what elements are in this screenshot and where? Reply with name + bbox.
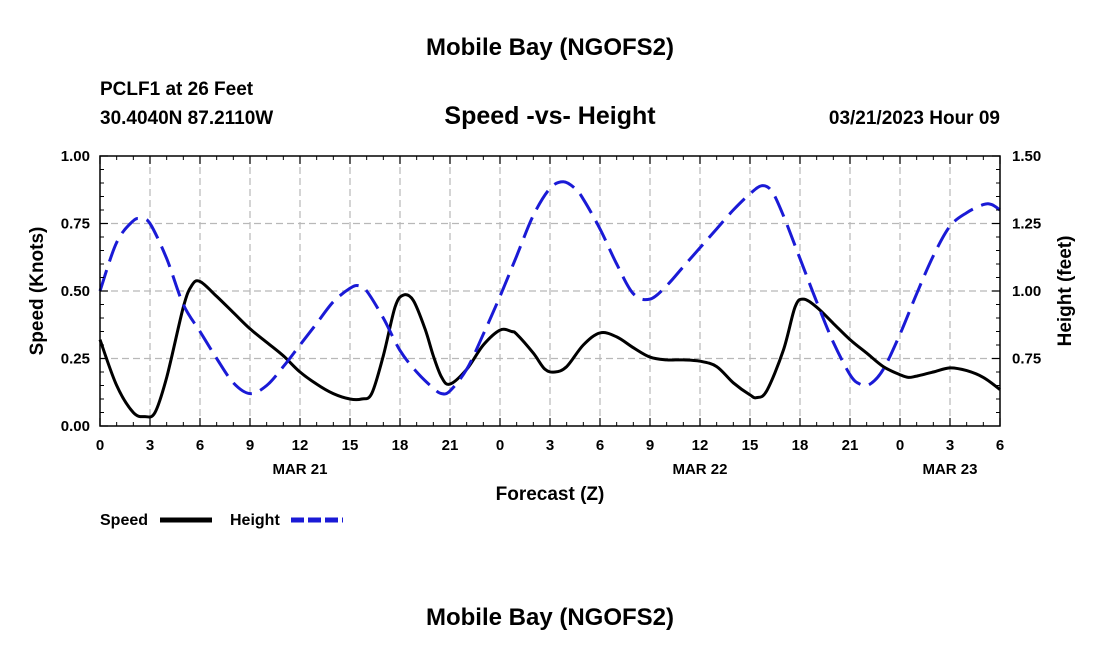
y-tick-label-right: 1.25 — [1012, 216, 1041, 233]
chart-title: Speed -vs- Height — [444, 102, 656, 130]
tick-marks — [99, 155, 1001, 427]
x-tick-label: 18 — [392, 437, 409, 454]
speed-series-line — [98, 279, 1001, 419]
date-label: MAR 23 — [922, 461, 977, 478]
x-tick-label: 15 — [342, 437, 359, 454]
x-tick-label: 18 — [792, 437, 809, 454]
y-tick-label-left: 0.75 — [61, 216, 90, 233]
grid — [100, 156, 1000, 426]
coordinates-label: 30.4040N 87.2110W — [100, 108, 273, 129]
x-tick-label: 6 — [196, 437, 204, 454]
x-tick-label: 12 — [292, 437, 309, 454]
y-tick-label-left: 0.00 — [61, 418, 90, 435]
legend-height-label: Height — [230, 512, 280, 529]
y-tick-label-right: 1.00 — [1012, 283, 1041, 300]
x-tick-label: 15 — [742, 437, 759, 454]
legend: Speed Height — [100, 512, 343, 529]
tick-labels: 0 3 6 9 12 15 18 21 0 3 6 9 12 15 18 21 0 3 6 MAR 21 MAR 22 M… — [61, 148, 1041, 478]
date-label: 03/21/2023 Hour 09 — [829, 108, 1000, 129]
x-tick-label: 21 — [442, 437, 459, 454]
x-axis-label: Forecast (Z) — [496, 484, 605, 505]
y-tick-label-right: 1.50 — [1012, 148, 1041, 165]
x-tick-label: 9 — [246, 437, 254, 454]
x-tick-label: 6 — [596, 437, 604, 454]
x-tick-label: 0 — [896, 437, 904, 454]
y-tick-label-left: 1.00 — [61, 148, 90, 165]
y-axis-right-label: Height (feet) — [1055, 236, 1076, 347]
x-tick-label: 3 — [146, 437, 154, 454]
x-tick-label: 6 — [996, 437, 1004, 454]
y-tick-label-right: 0.75 — [1012, 351, 1041, 368]
station-label: PCLF1 at 26 Feet — [100, 79, 254, 100]
y-tick-label-left: 0.25 — [61, 351, 90, 368]
page-title: Mobile Bay (NGOFS2) — [426, 34, 674, 61]
height-series-line — [98, 180, 1001, 396]
date-label: MAR 21 — [272, 461, 327, 478]
x-tick-label: 9 — [646, 437, 654, 454]
date-label: MAR 22 — [672, 461, 727, 478]
x-tick-label: 0 — [96, 437, 104, 454]
x-tick-label: 12 — [692, 437, 709, 454]
y-tick-label-left: 0.50 — [61, 283, 90, 300]
series-group — [98, 180, 1001, 419]
legend-speed-label: Speed — [100, 512, 148, 529]
x-tick-label: 21 — [842, 437, 859, 454]
x-tick-label: 0 — [496, 437, 504, 454]
x-tick-label: 3 — [946, 437, 954, 454]
y-axis-left-label: Speed (Knots) — [27, 227, 48, 356]
x-tick-label: 3 — [546, 437, 554, 454]
footer-title: Mobile Bay (NGOFS2) — [426, 604, 674, 631]
